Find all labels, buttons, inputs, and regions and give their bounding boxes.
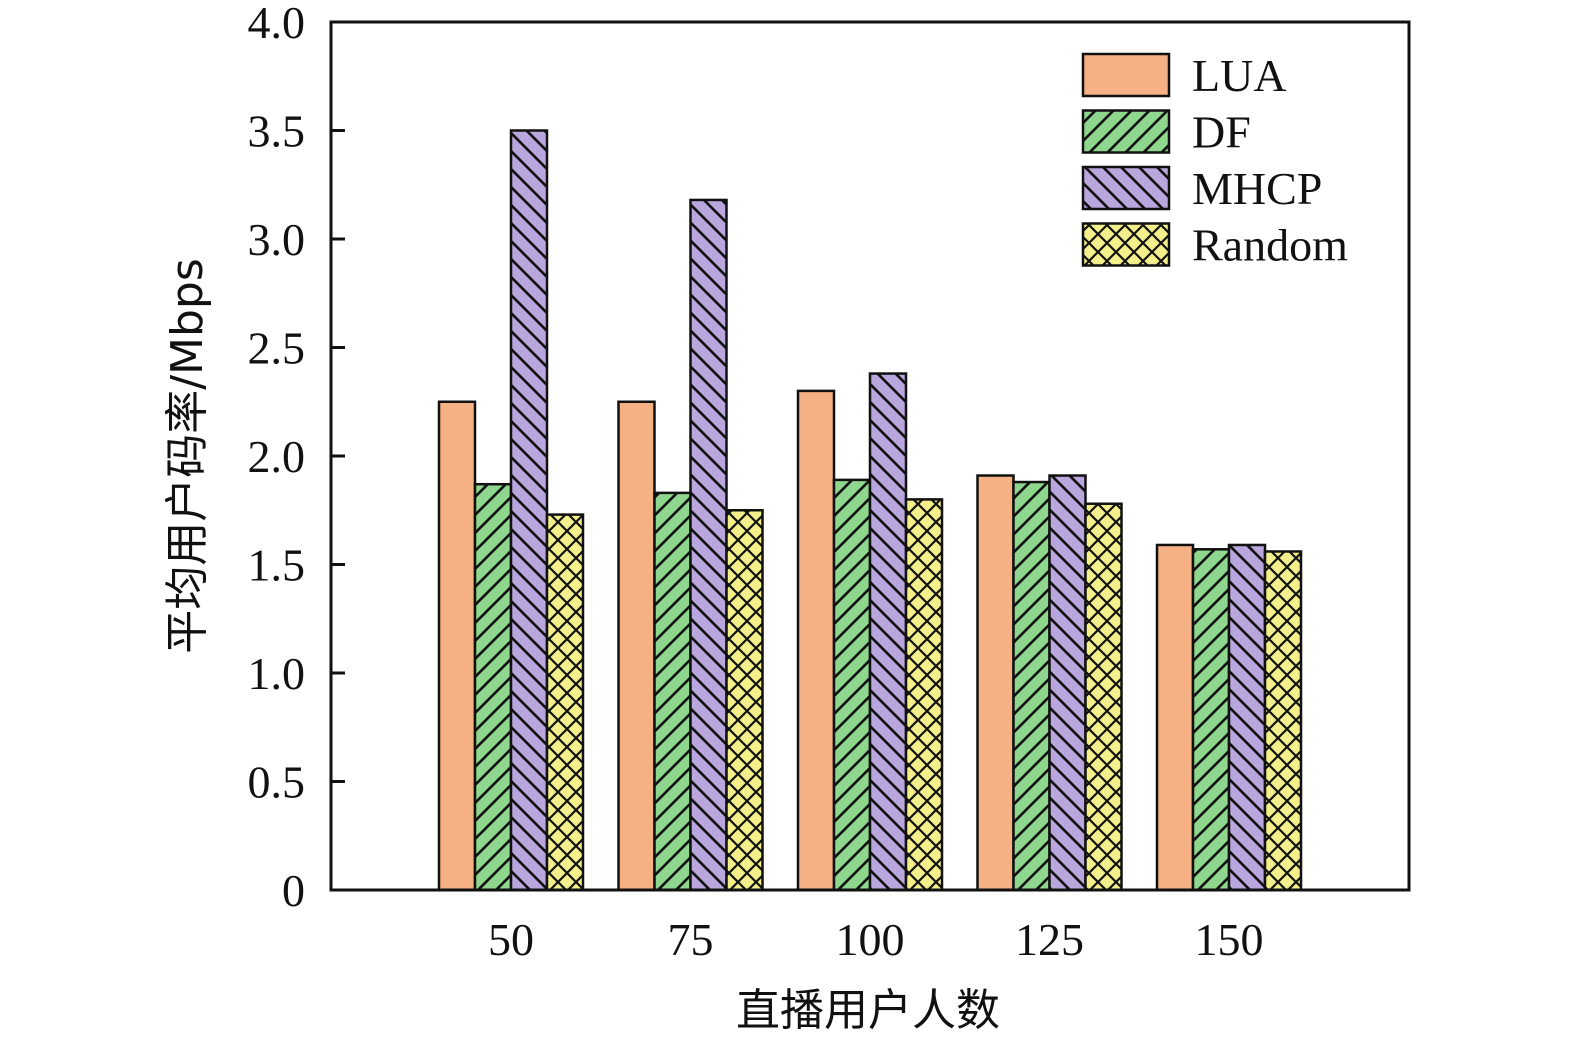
legend-label-lua: LUA <box>1192 50 1287 101</box>
bar-lua-75 <box>617 400 656 892</box>
x-axis-title: 直播用户人数 <box>736 985 1000 1036</box>
bar-df-50 <box>473 482 513 892</box>
legend-swatch-random <box>1081 222 1171 267</box>
bars <box>437 129 1303 892</box>
bar-random-150 <box>1263 550 1303 892</box>
bar-mhcp-150 <box>1227 543 1267 892</box>
y-tick-label: 0.5 <box>248 757 306 808</box>
bar-mhcp-50 <box>509 129 549 892</box>
y-tick-label: 4.0 <box>248 0 306 48</box>
legend-swatch-mhcp <box>1081 165 1171 211</box>
y-axis-ticks: 0 0.5 1.0 1.5 2.0 2.5 3.0 3.5 4.0 <box>248 0 345 916</box>
legend-swatch-df <box>1081 109 1171 154</box>
bar-df-75 <box>653 491 692 892</box>
bar-lua-100 <box>796 389 836 892</box>
bar-mhcp-125 <box>1048 474 1087 892</box>
bar-df-100 <box>832 478 872 892</box>
y-tick-label: 2.5 <box>248 323 306 374</box>
y-axis-title: 平均用户码率/Mbps <box>162 258 213 654</box>
x-tick-label: 125 <box>1015 914 1084 965</box>
x-tick-label: 150 <box>1195 914 1264 965</box>
bar-lua-125 <box>976 474 1015 892</box>
bar-df-150 <box>1191 548 1231 892</box>
y-tick-label: 1.5 <box>248 540 306 591</box>
bar-lua-150 <box>1155 543 1195 892</box>
x-axis-ticks: 50 75 100 125 150 <box>488 914 1264 965</box>
legend-swatch-lua <box>1081 52 1171 98</box>
x-tick-label: 75 <box>668 914 714 965</box>
bar-df-125 <box>1012 480 1051 892</box>
bar-random-125 <box>1084 502 1123 892</box>
bar-mhcp-75 <box>689 198 728 892</box>
y-tick-label: 3.5 <box>248 106 306 157</box>
y-tick-label: 2.0 <box>248 431 306 482</box>
bar-random-75 <box>725 509 764 892</box>
x-tick-label: 50 <box>488 914 534 965</box>
y-tick-label: 3.0 <box>248 214 306 265</box>
y-tick-label: 1.0 <box>248 648 306 699</box>
legend-label-df: DF <box>1192 107 1251 158</box>
legend-label-random: Random <box>1192 220 1348 271</box>
bar-mhcp-100 <box>868 372 908 892</box>
bar-lua-50 <box>437 400 477 892</box>
bar-random-50 <box>545 513 585 892</box>
legend-label-mhcp: MHCP <box>1192 163 1322 214</box>
plot-frame <box>329 20 1411 892</box>
bar-random-100 <box>904 498 944 892</box>
y-tick-label: 0 <box>282 865 305 916</box>
x-tick-label: 100 <box>836 914 905 965</box>
